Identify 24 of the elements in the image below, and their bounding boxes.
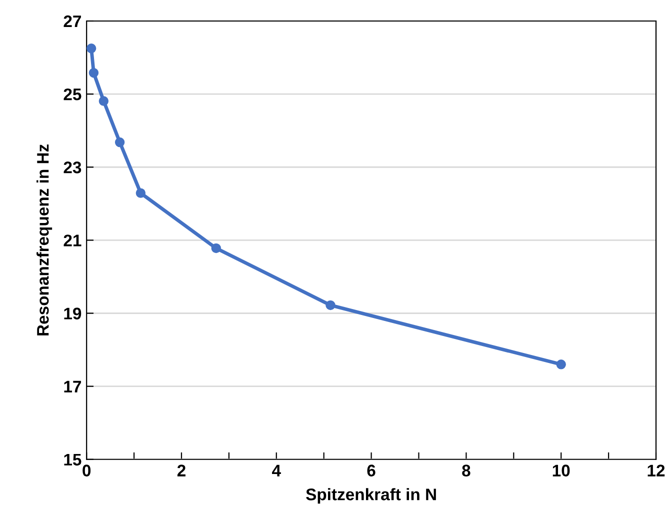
- point: [86, 44, 96, 54]
- y-tick-label: 25: [64, 88, 82, 100]
- y-tick-label: 27: [64, 15, 81, 28]
- point: [556, 360, 566, 370]
- y-tick-label: 23: [64, 162, 82, 174]
- y-tick-label: 21: [64, 234, 82, 246]
- point: [136, 188, 146, 198]
- point: [326, 300, 336, 310]
- y-tick-label: 17: [64, 380, 81, 392]
- point: [211, 243, 221, 254]
- x-axis-title: Spitzenkraft in N: [306, 488, 436, 504]
- x-tick-label: 4: [272, 464, 281, 476]
- point: [114, 137, 125, 148]
- x-tick-label: 10: [552, 464, 570, 476]
- x-tick-label: 8: [462, 464, 470, 476]
- x-tick-label: 12: [648, 464, 665, 476]
- y-axis-title: Resonanzfrequenz in Hz: [36, 144, 52, 336]
- x-tick-label: 0: [82, 464, 91, 476]
- x-tick-label: 2: [177, 464, 186, 476]
- y-tick-label: 19: [64, 308, 82, 320]
- point: [98, 96, 109, 106]
- y-tick-label: 15: [64, 454, 82, 466]
- point: [88, 68, 99, 78]
- x-tick-label: 6: [367, 464, 376, 476]
